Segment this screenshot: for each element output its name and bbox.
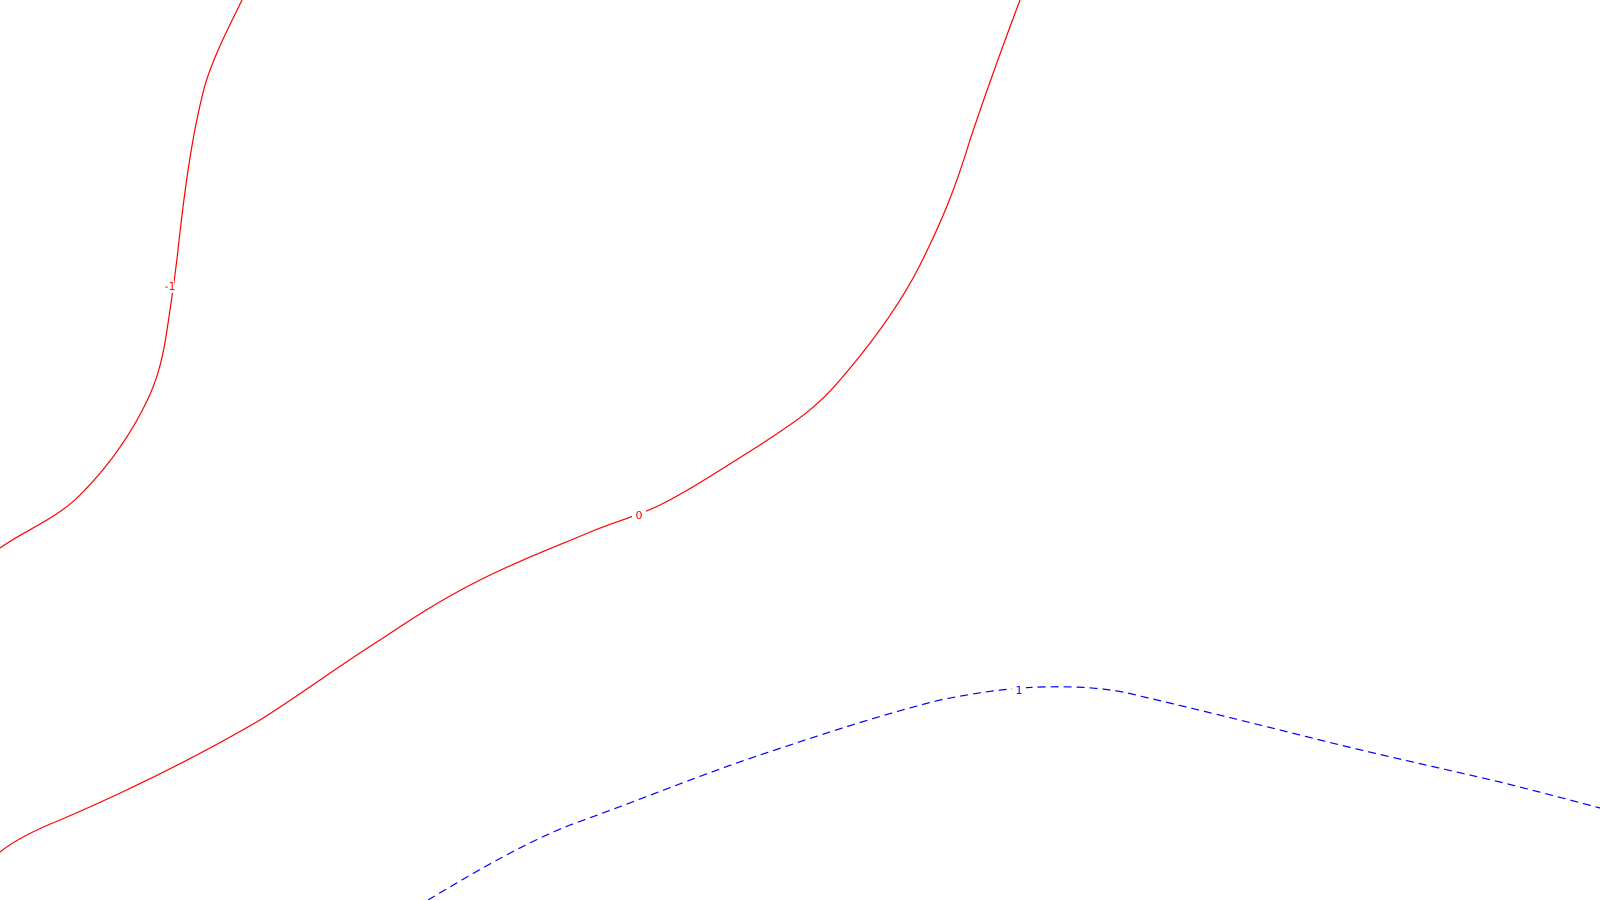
contour-line-0 bbox=[0, 0, 1021, 853]
contour-label-plus-1: 1 bbox=[1016, 684, 1023, 697]
contour-line-plus-1 bbox=[427, 686, 1600, 900]
label-mask bbox=[1012, 684, 1026, 698]
label-mask bbox=[632, 508, 646, 522]
contour-label-minus-1: -1 bbox=[165, 280, 176, 293]
label-mask bbox=[160, 279, 174, 293]
contour-label-0: 0 bbox=[636, 509, 643, 522]
contour-line-minus-1 bbox=[0, 0, 243, 549]
